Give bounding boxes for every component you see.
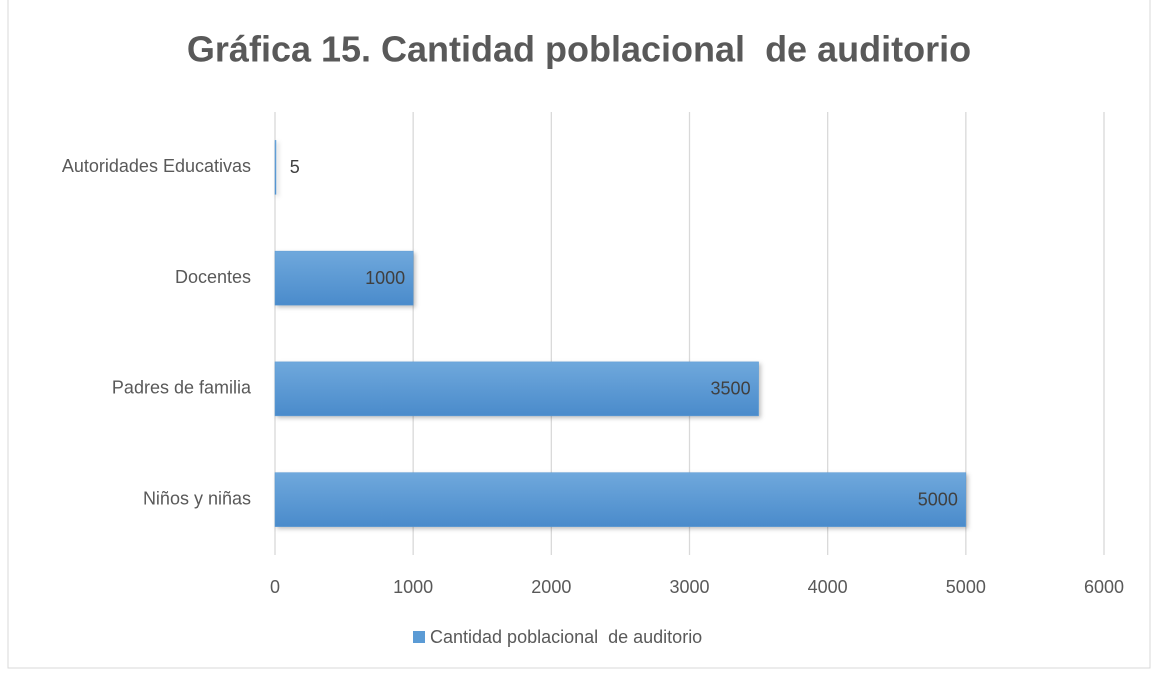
data-label: 5: [290, 157, 300, 177]
legend-label: Cantidad poblacional de auditorio: [430, 627, 702, 647]
bar: [274, 140, 277, 195]
x-tick-label: 3000: [669, 577, 709, 597]
x-tick-label: 2000: [531, 577, 571, 597]
chart-frame: [7, 0, 1151, 669]
data-label: 1000: [365, 268, 405, 288]
y-tick-label: Autoridades Educativas: [62, 156, 251, 176]
x-tick-label: 4000: [808, 577, 848, 597]
legend-swatch: [413, 631, 425, 643]
data-label: 5000: [918, 489, 958, 509]
bar: [274, 250, 414, 306]
bar: [274, 361, 759, 417]
y-tick-label: Padres de familia: [112, 378, 252, 398]
chart-title: Gráfica 15. Cantidad poblacional de audi…: [187, 29, 971, 70]
x-tick-label: 5000: [946, 577, 986, 597]
data-label: 3500: [711, 379, 751, 399]
x-tick-label: 6000: [1084, 577, 1124, 597]
x-tick-label: 0: [270, 577, 280, 597]
x-tick-label: 1000: [393, 577, 433, 597]
bar: [274, 472, 967, 527]
y-tick-label: Niños y niñas: [143, 488, 251, 508]
y-tick-label: Docentes: [175, 267, 251, 287]
